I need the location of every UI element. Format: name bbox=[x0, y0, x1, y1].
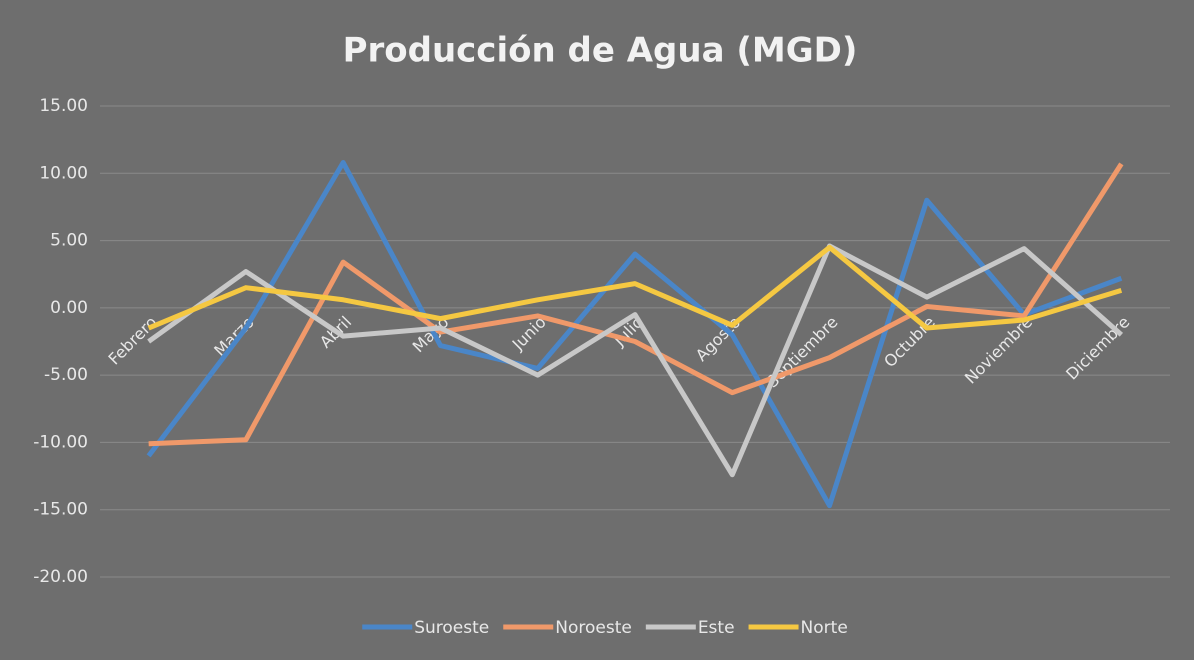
series-line bbox=[147, 243, 1124, 478]
y-tick-label: -15.00 bbox=[33, 500, 88, 520]
legend-label: Noroeste bbox=[555, 618, 632, 638]
series-line bbox=[148, 162, 1124, 447]
y-tick-label: -20.00 bbox=[33, 567, 88, 587]
y-tick-label: 0.00 bbox=[50, 298, 88, 318]
legend: Suroeste Noroeste Este Norte bbox=[362, 618, 848, 638]
y-tick-label: -10.00 bbox=[33, 432, 88, 452]
y-tick-label: 5.00 bbox=[50, 231, 88, 251]
chart-title: Producción de Agua (MGD) bbox=[343, 31, 858, 71]
legend-label: Este bbox=[698, 618, 735, 638]
legend-label: Suroeste bbox=[414, 618, 489, 638]
y-tick-label: -5.00 bbox=[44, 365, 88, 385]
y-tick-label: 15.00 bbox=[39, 96, 88, 116]
series-line bbox=[147, 244, 1123, 331]
y-tick-label: 10.00 bbox=[39, 163, 88, 183]
legend-label: Norte bbox=[801, 618, 848, 638]
series-line bbox=[146, 160, 1123, 509]
